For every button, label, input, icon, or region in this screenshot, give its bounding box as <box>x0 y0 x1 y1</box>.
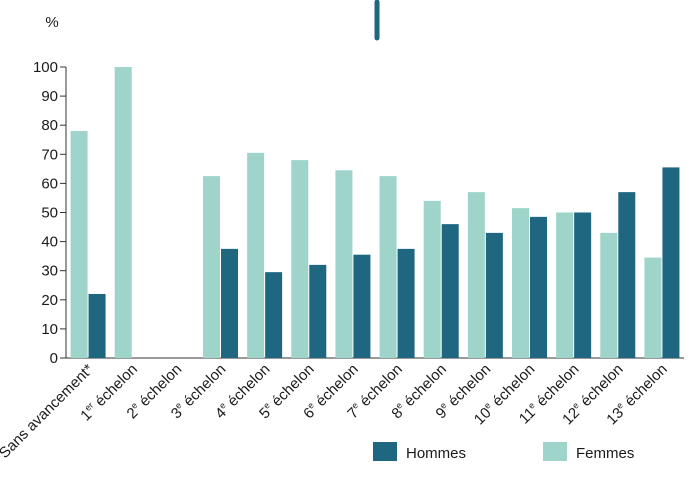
y-tick-label: 20 <box>41 292 58 309</box>
bar-hommes <box>397 248 415 358</box>
y-tick-label: 0 <box>50 350 58 367</box>
bar-hommes <box>441 224 459 358</box>
bar-femmes <box>467 192 485 358</box>
y-tick-label: 10 <box>41 321 58 338</box>
legend-swatch <box>543 442 567 461</box>
y-tick-label: 40 <box>41 234 58 251</box>
y-tick-label: 80 <box>41 117 58 134</box>
bar-femmes <box>335 170 353 358</box>
bar-femmes <box>114 67 132 358</box>
y-tick-label: 70 <box>41 146 58 163</box>
bar-femmes <box>70 131 88 358</box>
bar-hommes <box>353 254 371 358</box>
bars <box>70 67 680 358</box>
bar-hommes <box>88 293 106 358</box>
y-tick-label: 30 <box>41 263 58 280</box>
bar-femmes <box>379 176 397 358</box>
bar-hommes <box>662 167 680 358</box>
bar-femmes <box>512 208 529 358</box>
bar-femmes <box>644 257 662 358</box>
legend: Hommes Femmes <box>373 442 634 462</box>
legend-swatch <box>373 442 397 461</box>
bar-hommes <box>574 212 592 358</box>
y-tick-label: 60 <box>41 175 58 192</box>
bar-hommes <box>221 248 238 358</box>
y-axis: 0 10 20 30 40 50 60 70 80 90 100 <box>33 59 684 367</box>
y-axis-unit: % <box>45 14 58 31</box>
bar-hommes <box>265 272 283 358</box>
bar-hommes <box>309 264 327 358</box>
y-tick-label: 50 <box>41 205 58 222</box>
bar-femmes <box>203 176 220 358</box>
legend-label: Hommes <box>406 445 466 462</box>
bar-femmes <box>291 160 309 358</box>
legend-label: Femmes <box>576 445 634 462</box>
bar-hommes <box>530 216 547 358</box>
y-tick-label: 100 <box>33 59 58 76</box>
bar-hommes <box>485 232 503 358</box>
bar-hommes <box>618 192 636 358</box>
bar-femmes <box>556 212 574 358</box>
bar-femmes <box>423 200 441 358</box>
y-tick-label: 90 <box>41 88 58 105</box>
bar-femmes <box>600 232 618 358</box>
bar-femmes <box>247 152 265 358</box>
